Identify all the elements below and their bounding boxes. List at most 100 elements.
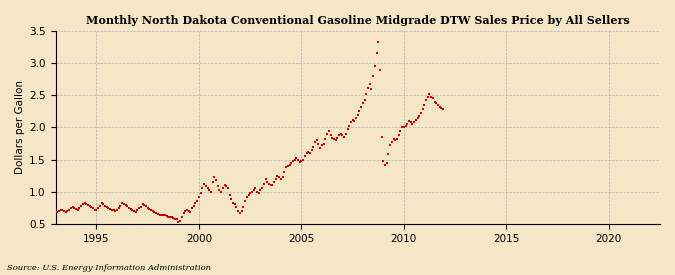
Point [139, 203, 150, 207]
Point [359, 98, 370, 103]
Point [163, 214, 173, 219]
Point [344, 124, 354, 128]
Point [332, 136, 343, 140]
Point [171, 217, 182, 221]
Point [213, 184, 223, 189]
Point [105, 207, 115, 211]
Point [288, 159, 298, 164]
Point [173, 220, 184, 225]
Point [195, 191, 206, 195]
Point [67, 205, 78, 209]
Point [240, 199, 250, 204]
Point [57, 207, 68, 212]
Point [140, 204, 151, 209]
Point [211, 178, 221, 182]
Point [74, 206, 85, 211]
Point [323, 128, 334, 133]
Point [97, 201, 107, 205]
Point [130, 209, 141, 214]
Point [184, 209, 194, 213]
Point [304, 151, 315, 155]
Point [98, 202, 109, 207]
Point [205, 189, 216, 194]
Point [124, 205, 134, 210]
Point [267, 183, 277, 187]
Point [252, 189, 263, 194]
Point [134, 206, 144, 211]
Point [100, 204, 111, 208]
Point [115, 204, 126, 208]
Point [337, 133, 348, 137]
Point [300, 153, 310, 158]
Point [416, 111, 427, 116]
Point [325, 133, 336, 137]
Point [347, 117, 358, 122]
Point [313, 142, 324, 146]
Point [419, 103, 430, 107]
Point [284, 163, 295, 167]
Point [404, 119, 414, 123]
Point [358, 101, 369, 105]
Point [327, 136, 338, 140]
Point [65, 205, 76, 210]
Point [113, 206, 124, 211]
Point [328, 137, 339, 141]
Point [53, 209, 64, 213]
Point [310, 139, 321, 144]
Point [154, 213, 165, 217]
Point [202, 186, 213, 191]
Point [71, 207, 82, 211]
Point [394, 133, 404, 137]
Point [352, 112, 363, 117]
Point [281, 165, 292, 169]
Point [340, 132, 351, 136]
Point [369, 64, 380, 68]
Point [412, 116, 423, 120]
Point [76, 204, 86, 208]
Point [395, 128, 406, 133]
Point [424, 92, 435, 96]
Point [351, 116, 362, 120]
Point [250, 186, 261, 191]
Point [118, 202, 129, 207]
Point [103, 205, 114, 210]
Point [192, 199, 202, 203]
Point [86, 205, 97, 209]
Point [207, 180, 218, 184]
Y-axis label: Dollars per Gallon: Dollars per Gallon [15, 80, 25, 174]
Point [282, 164, 293, 168]
Point [146, 207, 157, 212]
Point [107, 207, 117, 212]
Point [255, 188, 266, 192]
Point [264, 182, 275, 186]
Point [231, 205, 242, 209]
Point [214, 188, 225, 192]
Point [169, 216, 180, 221]
Point [82, 203, 93, 207]
Point [161, 214, 172, 218]
Point [383, 152, 394, 156]
Point [292, 157, 303, 162]
Point [248, 188, 259, 192]
Point [410, 117, 421, 122]
Point [95, 204, 105, 208]
Point [390, 138, 401, 142]
Point [55, 208, 66, 213]
Point [136, 205, 146, 209]
Point [117, 201, 128, 205]
Point [315, 146, 325, 150]
Point [78, 202, 88, 207]
Title: Monthly North Dakota Conventional Gasoline Midgrade DTW Sales Price by All Selle: Monthly North Dakota Conventional Gasoli… [86, 15, 630, 26]
Point [227, 201, 238, 205]
Point [375, 67, 385, 72]
Point [187, 206, 198, 211]
Point [165, 215, 176, 219]
Point [431, 101, 441, 105]
Point [158, 213, 169, 217]
Point [269, 180, 279, 184]
Point [356, 104, 367, 109]
Point [427, 96, 438, 101]
Point [271, 177, 281, 181]
Point [153, 212, 163, 216]
Text: Source: U.S. Energy Information Administration: Source: U.S. Energy Information Administ… [7, 264, 211, 272]
